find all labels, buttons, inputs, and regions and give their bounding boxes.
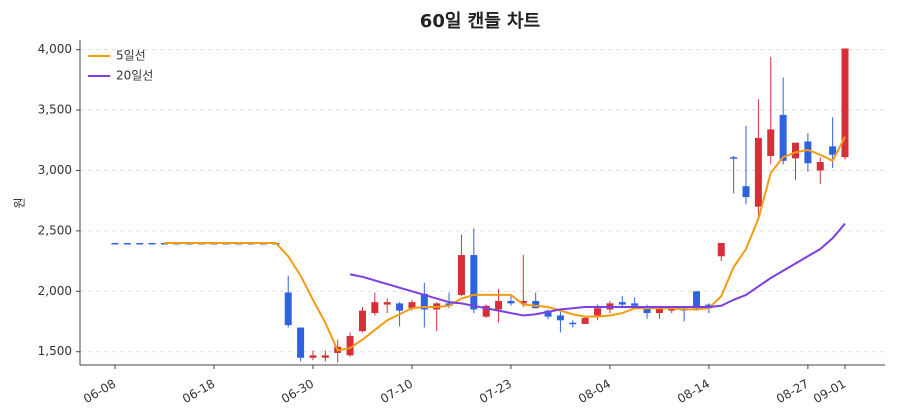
ma-line: [164, 136, 846, 352]
x-tick-label: 07-23: [477, 377, 514, 407]
y-axis-label: 원: [13, 197, 27, 208]
candle-body: [136, 242, 144, 245]
candle-body: [532, 300, 540, 309]
candle-body: [321, 355, 329, 358]
candle-body: [495, 300, 503, 310]
candle-body: [668, 308, 676, 311]
y-tick-label: 2,500: [38, 223, 72, 237]
x-tick-label: 08-04: [576, 377, 613, 407]
candle-body: [383, 302, 391, 305]
candle-body: [569, 322, 577, 325]
candle-body: [457, 255, 465, 295]
candle-body: [631, 303, 639, 306]
candle-body: [655, 308, 663, 314]
candle-body: [693, 291, 701, 309]
ma-line: [349, 222, 846, 317]
candle-body: [594, 308, 602, 316]
candle-body: [618, 302, 626, 305]
candle-body: [754, 137, 762, 207]
candle-body: [556, 315, 564, 321]
x-tick-label: 09-01: [811, 377, 848, 407]
candle-body: [742, 186, 750, 198]
y-tick-label: 4,000: [38, 42, 72, 56]
candle-body: [346, 336, 354, 356]
x-tick-label: 08-14: [675, 377, 712, 407]
x-tick-label: 06-18: [180, 377, 217, 407]
candle-body: [717, 242, 725, 257]
candle-body: [396, 303, 404, 311]
candle-body: [148, 242, 156, 245]
chart-title: 60일 캔들 차트: [420, 11, 540, 32]
candle-body: [445, 303, 453, 306]
y-tick-label: 2,000: [38, 284, 72, 298]
candle-body: [544, 310, 552, 317]
candle-body: [581, 317, 589, 324]
candle-body: [111, 242, 119, 245]
x-tick-label: 07-10: [378, 377, 415, 407]
candle-body: [792, 142, 800, 159]
candle-body: [371, 302, 379, 314]
candle-body: [816, 162, 824, 171]
legend-label: 20일선: [116, 69, 153, 83]
candle-body: [309, 355, 317, 358]
candle-body: [358, 310, 366, 332]
candle-body: [123, 242, 131, 245]
candle-body: [779, 114, 787, 161]
y-tick-label: 3,000: [38, 163, 72, 177]
candle-body: [507, 300, 515, 304]
candle-body: [297, 327, 305, 358]
legend-label: 5일선: [116, 49, 146, 63]
candle-body: [519, 300, 527, 304]
candle-body: [470, 255, 478, 310]
y-tick-label: 3,500: [38, 103, 72, 117]
x-tick-label: 06-08: [81, 377, 118, 407]
candle-body: [284, 292, 292, 326]
x-tick-label: 06-30: [279, 377, 316, 407]
candle-body: [804, 141, 812, 164]
candle-body: [643, 308, 651, 314]
x-tick-label: 08-27: [774, 377, 811, 407]
y-tick-label: 1,500: [38, 344, 72, 358]
candle-body: [730, 157, 738, 159]
candle-body: [829, 146, 837, 155]
candle-body: [482, 305, 490, 317]
candle-body: [420, 293, 428, 310]
candle-body: [408, 302, 416, 309]
candle-body: [841, 48, 849, 158]
candle-body: [767, 129, 775, 156]
